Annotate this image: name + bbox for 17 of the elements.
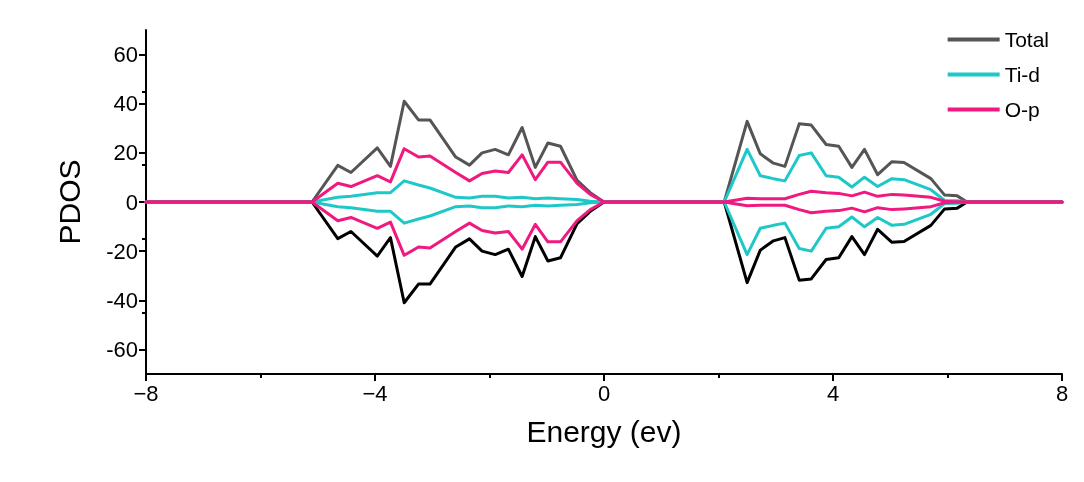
x-tick-label: 0 [597, 380, 611, 406]
y-tick-label: 0 [125, 189, 138, 215]
y-tick-label: -40 [106, 287, 138, 313]
y-axis-title: PDOS [52, 159, 86, 245]
y-tick-label: 40 [113, 91, 138, 117]
y-tick-label: 20 [113, 140, 138, 166]
x-tick-label: 8 [1055, 380, 1069, 406]
y-tick-label: 60 [113, 42, 138, 68]
legend-label: Ti-d [1004, 63, 1041, 86]
legend-label: Total [1004, 28, 1049, 51]
y-tick-label: -60 [106, 336, 138, 362]
legend-label: O-p [1004, 98, 1040, 121]
x-axis-title: Energy (ev) [526, 414, 682, 448]
x-tick-label: 4 [826, 380, 840, 406]
x-tick-label: −8 [133, 380, 159, 406]
x-tick-label: −4 [362, 380, 388, 406]
y-tick-label: -20 [106, 238, 138, 264]
